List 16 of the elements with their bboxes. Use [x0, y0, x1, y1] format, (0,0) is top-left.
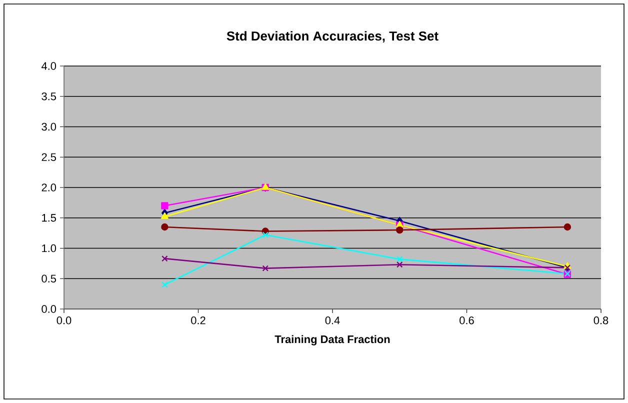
y-tick-label: 4.0: [41, 62, 56, 70]
y-tick-label: 2.5: [42, 153, 56, 162]
y-tick-label: 1.5: [42, 214, 56, 222]
x-tick-label: 0.2: [191, 316, 206, 324]
y-tick-label: 2.0: [42, 184, 56, 192]
y-tick-label: 0.5: [42, 274, 56, 283]
chart-title: Std Deviation Accuracies, Test Set: [226, 31, 438, 42]
y-tick-label: 3.0: [42, 122, 56, 131]
x-tick-label: 0.6: [460, 316, 474, 324]
x-tick-label: 0.4: [325, 316, 340, 324]
y-tick-label: 3.5: [42, 92, 56, 100]
y-tick-label: 1.0: [42, 244, 56, 252]
x-axis-title: Training Data Fraction: [274, 335, 390, 346]
x-tick-label: 0.8: [594, 316, 608, 324]
x-tick-label: 0.0: [56, 316, 72, 324]
y-tick-label: 0.0: [42, 305, 56, 313]
